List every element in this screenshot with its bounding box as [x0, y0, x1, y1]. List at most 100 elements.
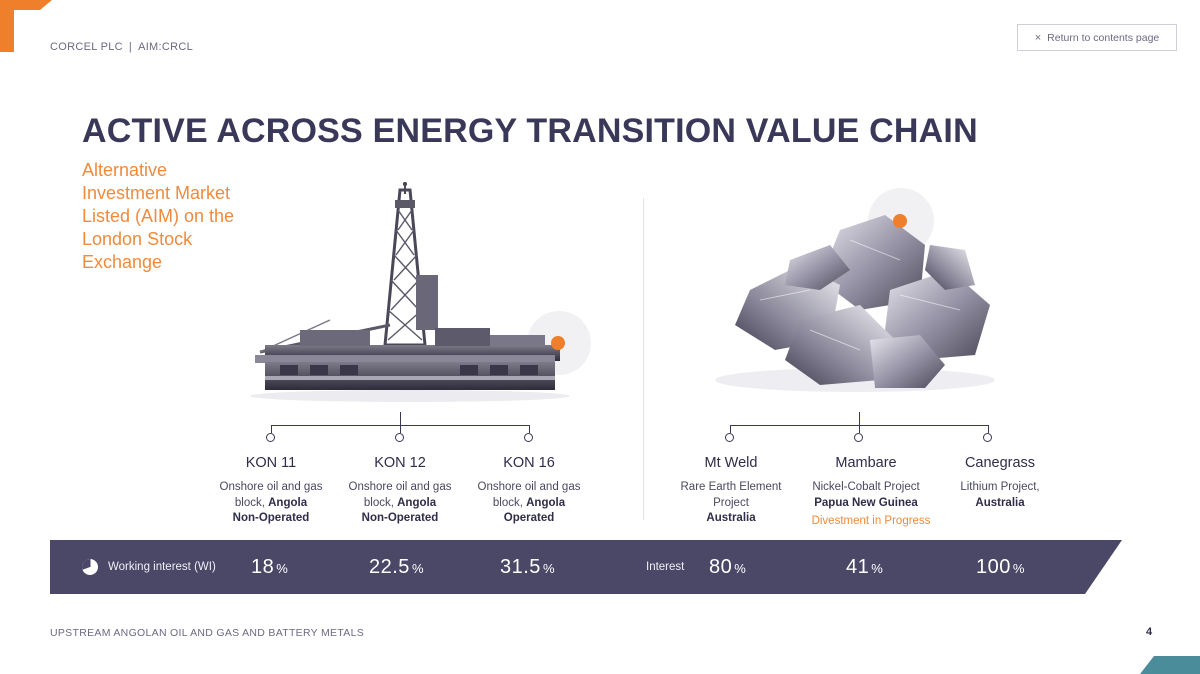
wi-value-kon-16: 31.5%: [500, 540, 555, 594]
interest-band-content: Working interest (WI) 18% 22.5% 31.5% In…: [50, 540, 1122, 594]
connector-node: [854, 433, 863, 442]
project-canegrass: Canegrass Lithium Project, Australia: [935, 455, 1065, 511]
battery-metals-image: [715, 215, 995, 392]
project-country: Papua New Guinea: [814, 496, 918, 509]
wi-label: Working interest (WI): [108, 561, 216, 573]
percent-sign: %: [734, 560, 747, 576]
desc-line: Rare Earth Element: [680, 481, 782, 493]
connector-node: [983, 433, 992, 442]
section-divider: [643, 198, 644, 520]
return-label: Return to contents page: [1047, 31, 1160, 44]
wi-value: 22.5%: [369, 556, 424, 579]
wi-value: 18%: [251, 556, 288, 579]
interest-value: 100%: [976, 556, 1025, 579]
project-kon-12: KON 12 Onshore oil and gas block, Angola…: [335, 455, 465, 527]
project-name: KON 11: [245, 455, 297, 471]
project-kon-11: KON 11 Onshore oil and gas block, Angola…: [206, 455, 336, 527]
connector-stem: [730, 425, 731, 433]
project-description: Rare Earth Element Project Australia: [666, 480, 796, 527]
project-country: Australia: [975, 496, 1025, 509]
desc-line: block,: [234, 496, 269, 509]
project-kon-16: KON 16 Onshore oil and gas block, Angola…: [464, 455, 594, 527]
project-name: Mt Weld: [704, 455, 758, 471]
percent-sign: %: [1012, 560, 1025, 576]
page-number: 4: [1146, 626, 1153, 638]
interest-value: 41%: [846, 556, 883, 579]
wi-value: 31.5%: [500, 556, 555, 579]
project-operator-status: Non-Operated: [232, 512, 310, 524]
desc-line: block,: [492, 496, 527, 509]
interest-band: [50, 540, 1122, 594]
close-icon: ×: [1034, 31, 1042, 44]
connector-stem: [400, 425, 401, 433]
desc-line: block,: [363, 496, 398, 509]
project-description: Onshore oil and gas block, Angola Non-Op…: [206, 480, 336, 527]
connector-stem: [400, 412, 401, 425]
percent-sign: %: [542, 560, 555, 576]
interest-value: 80%: [709, 556, 746, 579]
page-title: ACTIVE ACROSS ENERGY TRANSITION VALUE CH…: [82, 112, 978, 150]
project-status: Divestment in Progress: [811, 515, 931, 527]
pie-chart-icon: [82, 559, 98, 575]
project-operator-status: Operated: [503, 512, 555, 524]
value-number: 22.5: [369, 555, 410, 578]
value-number: 31.5: [500, 555, 541, 578]
interest-label: Interest: [646, 561, 685, 573]
project-country: Angola: [397, 496, 437, 509]
return-to-contents-button[interactable]: × Return to contents page: [1017, 24, 1177, 51]
interest-legend: Interest: [646, 540, 684, 594]
wi-value-kon-11: 18%: [251, 540, 288, 594]
project-description: Lithium Project, Australia: [935, 480, 1065, 511]
connector-stem: [988, 425, 989, 433]
interest-value-mambare: 41%: [846, 540, 883, 594]
wi-legend: Working interest (WI): [81, 540, 216, 594]
project-name: KON 12: [374, 455, 426, 471]
desc-line: Onshore oil and gas: [477, 481, 581, 493]
corner-accent: [0, 0, 52, 52]
project-name: Canegrass: [964, 455, 1036, 471]
connector-node: [725, 433, 734, 442]
project-description: Onshore oil and gas block, Angola Non-Op…: [335, 480, 465, 527]
project-name: Mambare: [835, 455, 897, 471]
footer-caption: UPSTREAM ANGOLAN OIL AND GAS AND BATTERY…: [50, 627, 365, 639]
value-number: 80: [709, 555, 733, 578]
project-name: KON 16: [503, 455, 555, 471]
desc-line: Nickel-Cobalt Project: [812, 481, 920, 493]
value-number: 41: [846, 555, 870, 578]
highlight-dot: [893, 214, 907, 228]
project-country: Angola: [268, 496, 308, 509]
drilling-rig-image: [250, 182, 570, 402]
project-mt-weld: Mt Weld Rare Earth Element Project Austr…: [666, 455, 796, 527]
connector-stem: [529, 425, 530, 433]
percent-sign: %: [411, 560, 424, 576]
wi-value-kon-12: 22.5%: [369, 540, 424, 594]
desc-line: Lithium Project,: [960, 481, 1040, 493]
highlight-dot: [551, 336, 565, 350]
corner-accent-teal: [1140, 656, 1200, 674]
desc-line: Project: [713, 496, 749, 509]
connector-node: [524, 433, 533, 442]
separator: |: [128, 41, 133, 53]
connector-stem: [271, 425, 272, 433]
connector-stem: [859, 425, 860, 433]
connector-node: [395, 433, 404, 442]
connector-node: [266, 433, 275, 442]
connector-stem: [859, 412, 860, 425]
project-country: Australia: [706, 512, 756, 524]
percent-sign: %: [276, 560, 289, 576]
percent-sign: %: [871, 560, 884, 576]
company-name: CORCEL PLC: [50, 41, 123, 53]
interest-value-mt-weld: 80%: [709, 540, 746, 594]
desc-line: Onshore oil and gas: [219, 481, 323, 493]
project-mambare: Mambare Nickel-Cobalt Project Papua New …: [796, 455, 936, 527]
ticker: AIM:CRCL: [138, 41, 194, 53]
header-brand: CORCEL PLC | AIM:CRCL: [50, 41, 193, 53]
page-subtitle: Alternative Investment Market Listed (AI…: [82, 160, 235, 272]
project-country: Angola: [526, 496, 566, 509]
project-description: Nickel-Cobalt Project Papua New Guinea: [796, 480, 936, 511]
project-operator-status: Non-Operated: [361, 512, 439, 524]
desc-line: Onshore oil and gas: [348, 481, 452, 493]
value-number: 100: [976, 555, 1011, 578]
interest-value-canegrass: 100%: [976, 540, 1025, 594]
value-number: 18: [251, 555, 275, 578]
